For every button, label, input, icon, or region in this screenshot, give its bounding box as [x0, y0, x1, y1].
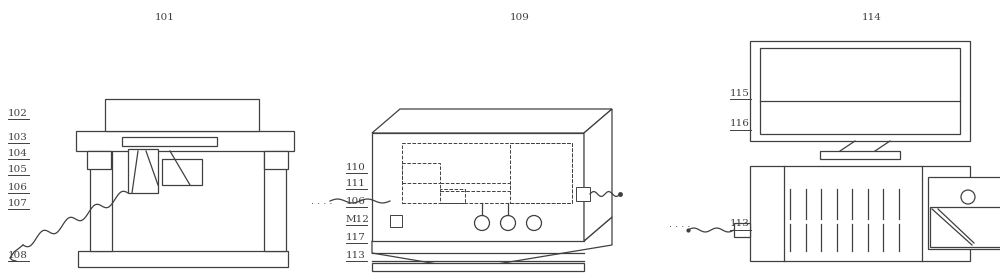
Bar [78, 251, 288, 267]
Bar [87, 151, 111, 169]
Text: 115: 115 [730, 90, 750, 98]
Bar [402, 143, 572, 203]
Bar [264, 151, 286, 251]
Text: 116: 116 [730, 119, 750, 129]
Text: 106: 106 [8, 182, 28, 191]
Bar [76, 131, 294, 151]
Polygon shape [372, 217, 612, 269]
Text: 117: 117 [346, 232, 366, 242]
Text: 106: 106 [346, 196, 366, 206]
Bar [402, 163, 440, 183]
Text: 113: 113 [346, 251, 366, 259]
Bar [928, 177, 1000, 249]
Text: . . . .: . . . . [311, 196, 333, 206]
Text: . . . .: . . . . [669, 219, 691, 229]
Bar [576, 187, 590, 201]
Bar [105, 99, 259, 131]
Bar [820, 151, 900, 159]
Text: 113: 113 [730, 220, 750, 229]
Bar [440, 183, 510, 191]
Bar [930, 207, 1000, 247]
Bar [750, 166, 970, 261]
Bar [128, 149, 158, 193]
Text: 108: 108 [8, 251, 28, 259]
Bar [734, 223, 750, 237]
Text: M12: M12 [346, 215, 370, 223]
Bar [90, 151, 112, 251]
Bar [162, 159, 202, 185]
Bar [760, 48, 960, 134]
Text: 104: 104 [8, 148, 28, 158]
Bar [390, 215, 402, 227]
Bar [372, 133, 584, 241]
Text: 107: 107 [8, 198, 28, 208]
Bar [750, 41, 970, 141]
Bar [372, 263, 584, 271]
Text: 103: 103 [8, 133, 28, 141]
Polygon shape [372, 109, 612, 133]
Polygon shape [584, 109, 612, 241]
Text: 114: 114 [862, 13, 882, 21]
Text: 101: 101 [155, 13, 175, 21]
Text: 109: 109 [510, 13, 530, 21]
Text: 110: 110 [346, 162, 366, 172]
Bar [122, 137, 217, 146]
Text: 105: 105 [8, 165, 28, 174]
Bar [510, 143, 572, 203]
Text: 102: 102 [8, 109, 28, 117]
Bar [264, 151, 288, 169]
Text: 111: 111 [346, 179, 366, 187]
Bar [440, 189, 465, 203]
